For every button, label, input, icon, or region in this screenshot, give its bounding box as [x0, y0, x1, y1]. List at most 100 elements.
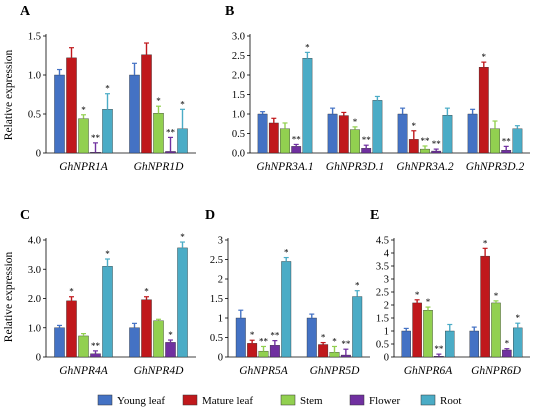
bar-mature-leaf [478, 67, 489, 154]
significance-mark: * [105, 249, 110, 259]
bar-mature-leaf [480, 255, 490, 358]
bar-stem [153, 113, 164, 154]
significance-mark: * [353, 117, 358, 127]
significance-mark: ** [166, 127, 176, 137]
y-tick-label: 0.5 [210, 333, 223, 344]
bar-stem [78, 118, 89, 154]
y-tick-label: 4.5 [376, 236, 389, 247]
bar-mature-leaf [318, 344, 329, 358]
bar-young-leaf [401, 330, 411, 358]
bar-mature-leaf [141, 299, 152, 358]
y-tick-label: 4 [384, 249, 390, 260]
significance-mark: * [105, 84, 110, 94]
category-label: GhNPR1D [134, 161, 185, 173]
significance-mark: ** [259, 336, 269, 346]
bar-root [442, 114, 453, 154]
bar-stem [258, 350, 269, 358]
bar-mature-leaf [338, 115, 349, 154]
y-tick-label: 0.0 [232, 149, 245, 160]
bar-flower [165, 342, 176, 358]
y-tick-label: 1.0 [232, 110, 245, 121]
bar-flower [502, 349, 512, 358]
category-label: GhNPR3D.1 [326, 161, 384, 173]
category-label: GhNPR3D.2 [466, 161, 525, 173]
significance-mark: * [81, 105, 86, 115]
bar-mature-leaf [412, 302, 422, 358]
legend-label: Root [440, 395, 461, 407]
y-tick-label: 0 [36, 353, 41, 364]
panel-E: E00.511.522.533.544.5****GhNPR6A****GhNP… [370, 208, 530, 377]
bar-root [102, 109, 113, 154]
y-tick-label: 2 [384, 301, 389, 312]
bar-root [513, 327, 523, 358]
category-label: GhNPR6D [471, 365, 522, 377]
bar-stem [329, 352, 340, 358]
bar-root [445, 330, 455, 358]
bar-young-leaf [306, 317, 317, 358]
significance-mark: * [415, 290, 420, 300]
legend-swatch-young-leaf [97, 394, 113, 406]
panel-label: B [225, 4, 234, 19]
legend-label: Young leaf [117, 395, 165, 407]
significance-mark: * [505, 339, 510, 349]
significance-mark: * [482, 52, 487, 62]
y-tick-label: 2 [218, 275, 223, 286]
bar-young-leaf [257, 113, 268, 154]
bar-mature-leaf [408, 139, 419, 154]
panel-label: E [370, 208, 379, 223]
bar-mature-leaf [66, 57, 77, 154]
category-label: GhNPR5D [310, 365, 361, 377]
y-tick-label: 2.5 [376, 288, 389, 299]
y-tick-label: 0.5 [376, 340, 389, 351]
y-tick-label: 3.5 [376, 262, 389, 273]
bar-root [352, 296, 363, 358]
bar-root [512, 128, 523, 154]
y-tick-label: 1.0 [28, 323, 41, 334]
category-label: GhNPR4A [59, 365, 109, 377]
significance-mark: * [516, 313, 521, 323]
y-tick-label: 2.0 [28, 294, 41, 305]
significance-mark: * [156, 96, 161, 106]
significance-mark: * [144, 287, 149, 297]
bar-stem [491, 302, 501, 358]
bar-root [302, 58, 313, 154]
bar-flower [90, 152, 101, 154]
significance-mark: * [168, 330, 173, 340]
legend-label: Stem [300, 395, 323, 407]
y-tick-label: 0 [384, 353, 389, 364]
bar-stem [420, 148, 430, 154]
bar-flower [340, 354, 351, 358]
significance-mark: ** [270, 331, 280, 341]
bar-young-leaf [397, 113, 408, 154]
y-tick-label: 3.0 [28, 265, 41, 276]
significance-mark: * [483, 238, 488, 248]
category-label: GhNPR1A [59, 161, 109, 173]
legend: Young leaf Mature leaf Stem Flower Root [97, 394, 461, 407]
bar-mature-leaf [247, 343, 258, 358]
panel-label: A [20, 4, 31, 19]
significance-mark: * [494, 291, 499, 301]
y-tick-label: 3 [384, 275, 389, 286]
category-label: GhNPR3A.2 [396, 161, 453, 173]
bar-flower [90, 353, 101, 358]
legend-label: Mature leaf [202, 395, 253, 407]
significance-mark: ** [91, 341, 101, 351]
significance-mark: ** [362, 135, 372, 145]
bar-flower [291, 146, 302, 154]
bar-stem [78, 335, 89, 358]
significance-mark: * [332, 336, 337, 346]
legend-label: Flower [369, 395, 401, 407]
significance-mark: * [305, 42, 310, 52]
significance-mark: ** [292, 134, 302, 144]
y-tick-label: 0 [218, 353, 223, 364]
category-label: GhNPR3A.1 [256, 161, 313, 173]
y-tick-label: 2.5 [232, 51, 245, 62]
significance-mark: * [426, 297, 431, 307]
bar-stem [350, 129, 360, 154]
significance-mark: ** [341, 339, 351, 349]
bar-flower [434, 356, 444, 358]
legend-swatch-mature-leaf [182, 394, 198, 406]
y-tick-label: 1.0 [28, 71, 41, 82]
